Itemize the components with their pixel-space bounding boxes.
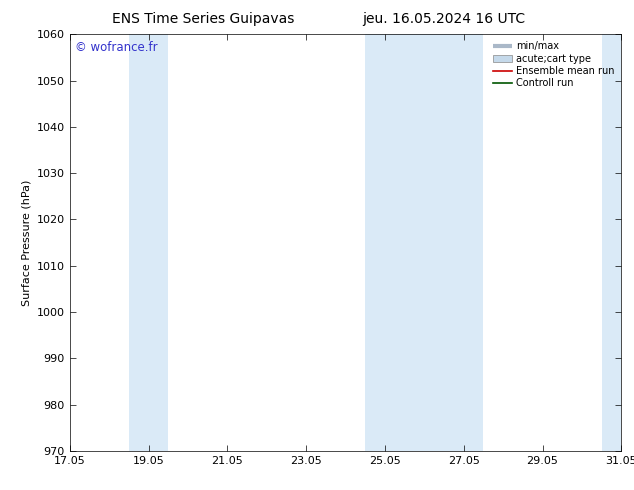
Text: jeu. 16.05.2024 16 UTC: jeu. 16.05.2024 16 UTC bbox=[362, 12, 526, 26]
Legend: min/max, acute;cart type, Ensemble mean run, Controll run: min/max, acute;cart type, Ensemble mean … bbox=[491, 39, 616, 90]
Text: © wofrance.fr: © wofrance.fr bbox=[75, 41, 158, 53]
Y-axis label: Surface Pressure (hPa): Surface Pressure (hPa) bbox=[21, 179, 31, 306]
Bar bbox=[602, 34, 634, 451]
Text: ENS Time Series Guipavas: ENS Time Series Guipavas bbox=[112, 12, 294, 26]
Bar bbox=[365, 34, 483, 451]
Bar bbox=[129, 34, 168, 451]
